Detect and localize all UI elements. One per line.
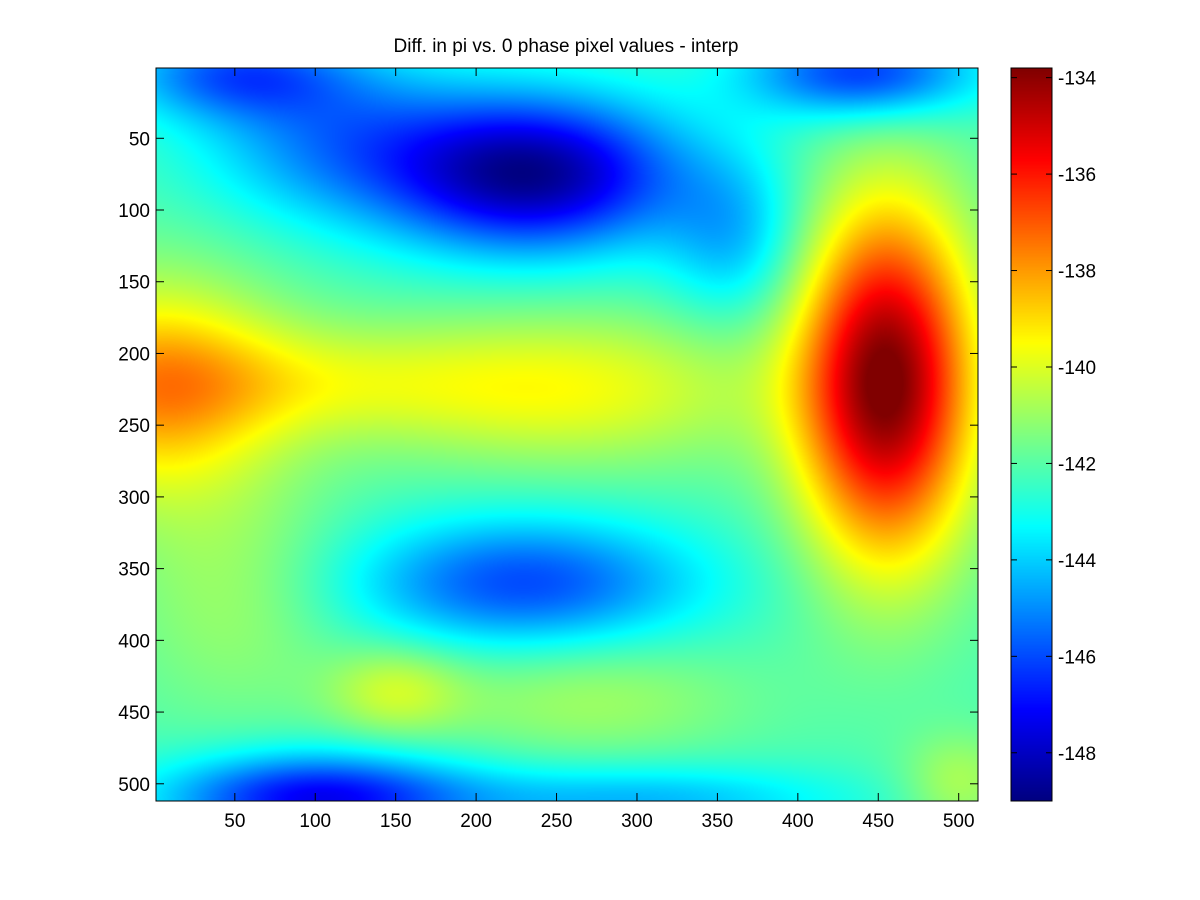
y-tick-label: 400: [118, 631, 150, 652]
x-tick-label: 450: [862, 811, 894, 832]
plot-frame: [155, 67, 979, 802]
x-tick-label: 500: [943, 811, 975, 832]
plot-area: [155, 67, 979, 802]
x-tick-label: 350: [702, 811, 734, 832]
colorbar-tick-label: -142: [1058, 454, 1096, 475]
colorbar-tick-label: -144: [1058, 551, 1096, 572]
x-tick-label: 200: [460, 811, 492, 832]
colorbar-ticks: -134 -136 -138 -140 -142 -144 -146 -148: [1011, 69, 1096, 765]
x-tick-label: 250: [541, 811, 573, 832]
chart-title: Diff. in pi vs. 0 phase pixel values - i…: [394, 36, 739, 57]
y-tick-label: 250: [118, 416, 150, 437]
x-axis: 50 100 150 200 250 300 350 400 450 500: [224, 68, 975, 832]
y-tick-label: 50: [129, 129, 150, 150]
y-tick-label: 450: [118, 703, 150, 724]
y-axis: 50 100 150 200 250 300 350 400 450 500: [118, 129, 978, 796]
colorbar-frame: [1010, 67, 1053, 802]
colorbar-tick-label: -140: [1058, 358, 1096, 379]
x-tick-label: 100: [299, 811, 331, 832]
x-tick-label: 150: [380, 811, 412, 832]
colorbar-gradient: [1011, 68, 1052, 801]
colorbar-tick-label: -138: [1058, 262, 1096, 283]
colorbar-tick-label: -134: [1058, 69, 1096, 90]
x-tick-label: 300: [621, 811, 653, 832]
colorbar-tick-label: -136: [1058, 165, 1096, 186]
colorbar: -134 -136 -138 -140 -142 -144 -146 -148: [1010, 67, 1096, 802]
y-tick-label: 300: [118, 488, 150, 509]
y-tick-label: 100: [118, 201, 150, 222]
colorbar-tick-label: -146: [1058, 647, 1096, 668]
colorbar-tick-label: -148: [1058, 744, 1096, 765]
y-tick-label: 200: [118, 344, 150, 365]
x-tick-label: 400: [782, 811, 814, 832]
y-tick-label: 500: [118, 775, 150, 796]
heatmap-surface: [156, 68, 978, 801]
y-tick-label: 150: [118, 273, 150, 294]
y-tick-label: 350: [118, 560, 150, 581]
x-tick-label: 50: [224, 811, 245, 832]
